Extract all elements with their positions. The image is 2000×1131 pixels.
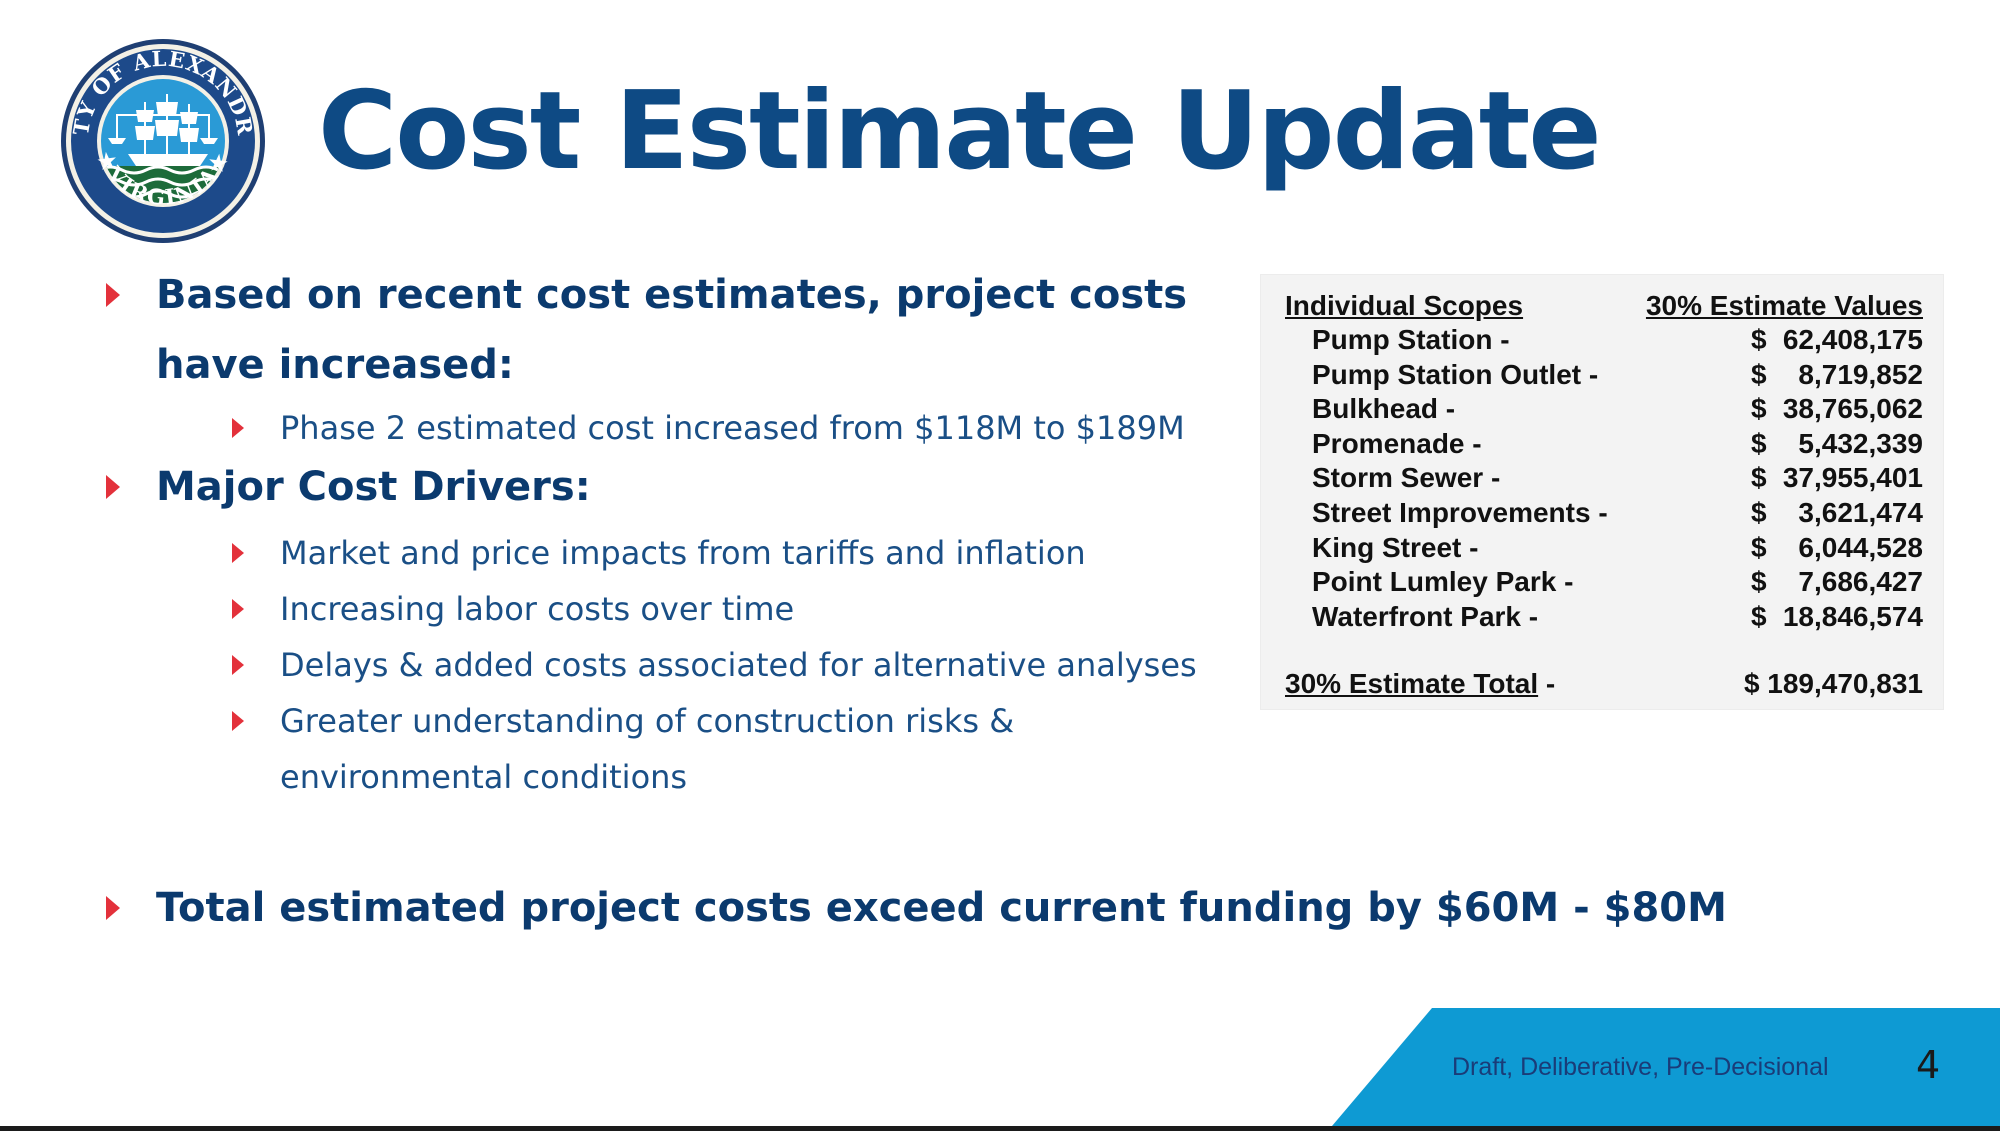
footer-confidentiality-note: Draft, Deliberative, Pre-Decisional bbox=[1452, 1053, 1829, 1081]
scope-label: Pump Station Outlet - bbox=[1312, 358, 1599, 390]
bullet-text-line: Based on recent cost estimates, project … bbox=[156, 272, 1188, 318]
sub-bullet-phase2: Phase 2 estimated cost increased from $1… bbox=[232, 400, 1185, 456]
scope-label: Street Improvements - bbox=[1312, 496, 1608, 528]
bullet-arrow-icon bbox=[232, 543, 244, 563]
scope-value: 5,432,339 bbox=[1798, 427, 1923, 459]
city-seal-logo: CITY OF ALEXANDRIA ★VIRGINIA★ bbox=[48, 16, 268, 246]
bullet-text-line: have increased: bbox=[156, 342, 514, 388]
sub-bullet-text: Increasing labor costs over time bbox=[280, 590, 795, 628]
bullet-arrow-icon bbox=[106, 475, 120, 499]
scope-label: Pump Station - bbox=[1312, 324, 1510, 355]
page-number: 4 bbox=[1916, 1043, 1941, 1087]
sub-bullet-text: Delays & added costs associated for alte… bbox=[280, 646, 1197, 684]
scope-label: King Street - bbox=[1312, 531, 1479, 563]
sub-bullet-text: Phase 2 estimated cost increased from $1… bbox=[280, 409, 1185, 447]
sub-bullet-driver: Delays & added costs associated for alte… bbox=[232, 637, 1197, 693]
bullet-arrow-icon bbox=[232, 711, 244, 731]
currency-symbol: $ bbox=[1751, 358, 1767, 390]
scope-value: 62,408,175 bbox=[1782, 324, 1923, 355]
sub-bullet-driver: Market and price impacts from tariffs an… bbox=[232, 525, 1086, 581]
scope-value: 37,955,401 bbox=[1782, 462, 1923, 494]
table-header: Individual Scopes 30% Estimate Values bbox=[1285, 289, 1923, 323]
currency-symbol: $ bbox=[1751, 393, 1767, 425]
scope-label: Point Lumley Park - bbox=[1312, 566, 1574, 598]
bullet-arrow-icon bbox=[232, 418, 244, 438]
scope-value: 38,765,062 bbox=[1782, 393, 1923, 425]
sub-bullet-driver: Greater understanding of construction ri… bbox=[232, 693, 1014, 805]
table-row: Street Improvements - $ 3,621,474 bbox=[1285, 496, 1923, 531]
sub-bullet-text-line: environmental conditions bbox=[280, 758, 688, 796]
table-rows: Pump Station - $ 62,408,175 Pump Station… bbox=[1285, 323, 1923, 634]
bullet-heading: Major Cost Drivers: bbox=[156, 464, 591, 510]
bullet-major-cost-drivers: Major Cost Drivers: bbox=[106, 452, 591, 522]
bullet-funding-gap: Total estimated project costs exceed cur… bbox=[106, 873, 1727, 943]
scope-value: 3,621,474 bbox=[1798, 496, 1923, 528]
bullet-cost-increase: Based on recent cost estimates, project … bbox=[106, 260, 1187, 400]
bullet-arrow-icon bbox=[106, 283, 120, 307]
total-label-dash: - bbox=[1538, 668, 1556, 699]
scope-label: Promenade - bbox=[1312, 427, 1482, 459]
bullet-text: Total estimated project costs exceed cur… bbox=[156, 885, 1727, 931]
currency-symbol: $ bbox=[1751, 324, 1767, 355]
table-row: Bulkhead - $ 38,765,062 bbox=[1285, 392, 1923, 427]
column-header-values: 30% Estimate Values bbox=[1645, 290, 1923, 321]
currency-symbol: $ bbox=[1751, 531, 1767, 563]
table-row: Point Lumley Park - $ 7,686,427 bbox=[1285, 565, 1923, 600]
scope-label: Waterfront Park - bbox=[1312, 600, 1539, 632]
sub-bullet-text-line: Greater understanding of construction ri… bbox=[280, 702, 1015, 740]
scope-value: 7,686,427 bbox=[1798, 566, 1923, 598]
scope-label: Bulkhead - bbox=[1312, 393, 1456, 425]
currency-symbol: $ bbox=[1751, 496, 1767, 528]
table-row: Storm Sewer - $ 37,955,401 bbox=[1285, 461, 1923, 496]
sub-bullet-text: Market and price impacts from tariffs an… bbox=[280, 534, 1086, 572]
bullet-arrow-icon bbox=[232, 655, 244, 675]
currency-symbol: $ bbox=[1751, 600, 1767, 632]
bottom-divider bbox=[0, 1126, 2000, 1131]
table-row: King Street - $ 6,044,528 bbox=[1285, 531, 1923, 566]
table-row: Pump Station - $ 62,408,175 bbox=[1285, 323, 1923, 358]
table-total-row: 30% Estimate Total - $ 189,470,831 bbox=[1285, 667, 1923, 701]
sub-bullet-text: Greater understanding of construction ri… bbox=[280, 693, 1014, 805]
table-row: Promenade - $ 5,432,339 bbox=[1285, 427, 1923, 462]
total-label: 30% Estimate Total - bbox=[1285, 667, 1555, 701]
column-header-scopes: Individual Scopes bbox=[1285, 290, 1524, 321]
table-row: Waterfront Park - $ 18,846,574 bbox=[1285, 600, 1923, 635]
scope-value: 18,846,574 bbox=[1782, 600, 1923, 632]
bullet-text: Based on recent cost estimates, project … bbox=[156, 260, 1187, 400]
scope-estimate-table: Individual Scopes 30% Estimate Values Pu… bbox=[1260, 274, 1944, 710]
scope-value: 8,719,852 bbox=[1798, 358, 1923, 390]
currency-symbol: $ bbox=[1751, 566, 1767, 598]
scope-label: Storm Sewer - bbox=[1312, 462, 1501, 494]
footer-band bbox=[1332, 1008, 2000, 1126]
total-value: $ 189,470,831 bbox=[1743, 668, 1923, 699]
bullet-arrow-icon bbox=[232, 599, 244, 619]
total-label-text: 30% Estimate Total bbox=[1285, 668, 1539, 699]
sub-bullet-driver: Increasing labor costs over time bbox=[232, 581, 794, 637]
scope-value: 6,044,528 bbox=[1798, 531, 1923, 563]
bullet-arrow-icon bbox=[106, 896, 120, 920]
currency-symbol: $ bbox=[1751, 427, 1767, 459]
currency-symbol: $ bbox=[1751, 462, 1767, 494]
page-title: Cost Estimate Update bbox=[318, 69, 1602, 194]
table-row: Pump Station Outlet - $ 8,719,852 bbox=[1285, 358, 1923, 393]
city-seal-icon: CITY OF ALEXANDRIA ★VIRGINIA★ bbox=[48, 16, 265, 243]
